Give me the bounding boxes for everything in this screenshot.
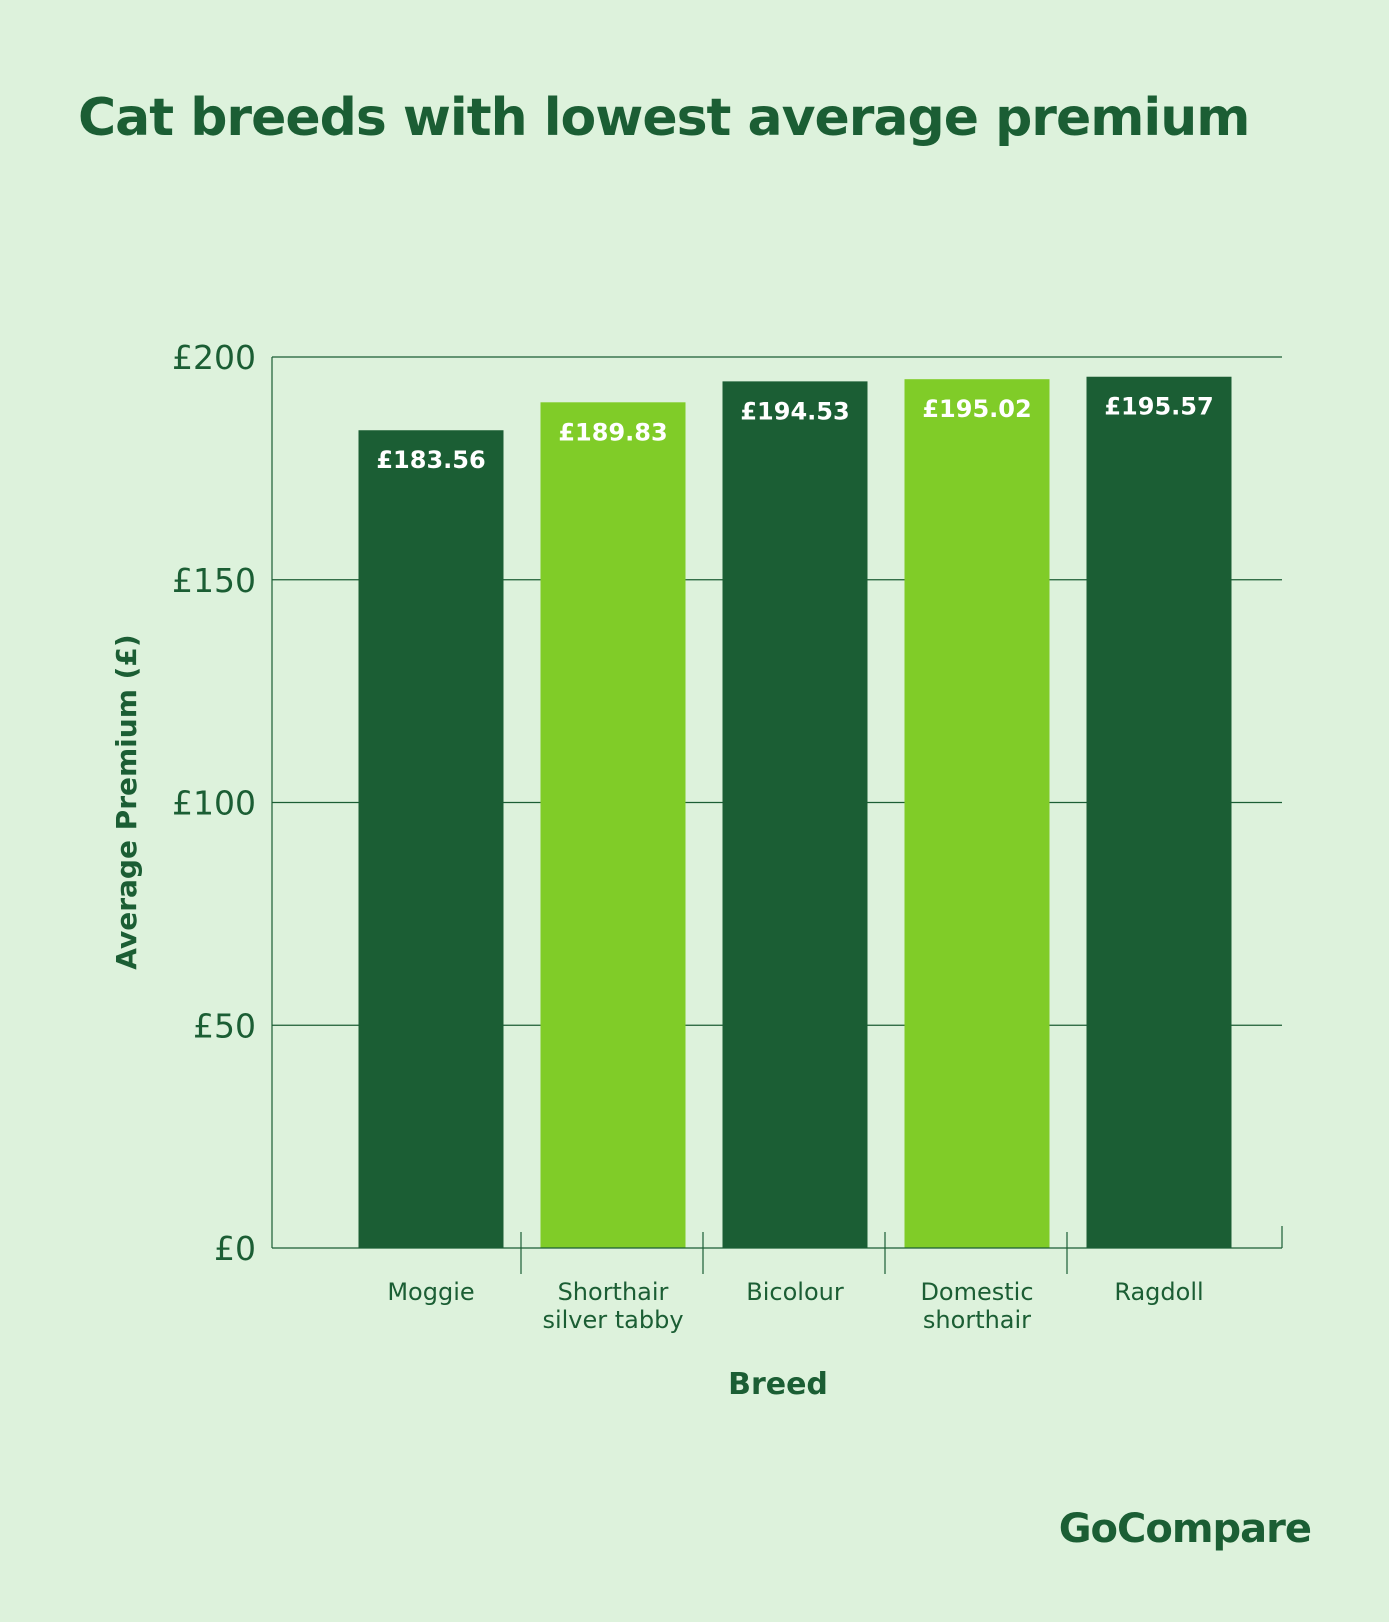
bar-value-label: £195.57: [1104, 393, 1213, 421]
x-tick-label: Ragdoll: [1114, 1278, 1203, 1306]
x-axis-title: Breed: [728, 1367, 828, 1402]
x-tick-label: Moggie: [387, 1278, 474, 1306]
x-tick-label: Shorthair silver tabby: [542, 1278, 683, 1334]
bar: [540, 402, 686, 1248]
bar-value-label: £195.02: [922, 395, 1031, 423]
x-tick-label: Domestic shorthair: [920, 1278, 1033, 1334]
bars: [358, 376, 1232, 1248]
bar-value-label: £194.53: [740, 397, 849, 425]
y-tick-label: £50: [193, 1006, 256, 1045]
y-axis-title: Average Premium (£): [110, 634, 143, 969]
bar: [722, 381, 868, 1248]
y-tick-label: £150: [172, 561, 256, 600]
x-tick-label-line: Bicolour: [746, 1278, 844, 1306]
x-tick-label-line: Ragdoll: [1114, 1278, 1203, 1306]
axes: [271, 357, 1283, 1274]
x-tick-label-line: Domestic: [920, 1278, 1033, 1306]
bar-value-label: £189.83: [558, 418, 667, 446]
labels: £0 £50 £100 £150 £200 £183.56 £189.83 £194.53 £1…: [110, 338, 1214, 1402]
y-tick-label: £0: [214, 1229, 256, 1268]
bar: [1086, 376, 1232, 1248]
x-tick-label: Bicolour: [746, 1278, 844, 1306]
x-tick-label-line: Shorthair: [558, 1278, 669, 1306]
y-tick-label: £100: [172, 784, 256, 823]
gocompare-logo: GoCompare: [1058, 1506, 1312, 1552]
x-tick-label-line: Moggie: [387, 1278, 474, 1306]
y-tick-label: £200: [172, 338, 256, 377]
x-tick-label-line: silver tabby: [542, 1306, 683, 1334]
chart-title: Cat breeds with lowest average premium: [78, 88, 1250, 148]
bar-value-label: £183.56: [376, 446, 485, 474]
bar: [904, 379, 1050, 1248]
bar: [358, 430, 504, 1248]
x-tick-label-line: shorthair: [923, 1306, 1031, 1334]
